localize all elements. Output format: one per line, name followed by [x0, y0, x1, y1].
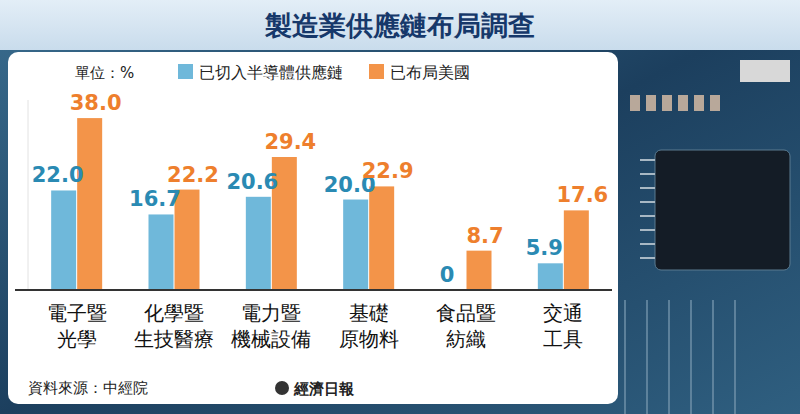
trace [690, 300, 692, 414]
bar [369, 186, 394, 290]
chip-pin [640, 187, 655, 189]
data-label: 22.2 [167, 163, 219, 187]
chip-pin [640, 159, 655, 161]
data-label: 8.7 [466, 224, 503, 248]
x-tick-label: 化學暨生技醫療 [134, 301, 214, 351]
data-label: 5.9 [526, 236, 563, 260]
data-label: 22.9 [362, 159, 414, 183]
legend-swatch [369, 64, 384, 79]
trace [734, 300, 736, 414]
component [694, 95, 704, 111]
trace [624, 300, 626, 414]
chip-pin [640, 243, 655, 245]
component [740, 60, 790, 82]
x-tick-label: 電子暨光學 [47, 301, 107, 351]
data-label: 29.4 [264, 130, 316, 154]
chip-pin [640, 257, 655, 259]
legend-swatch [178, 64, 193, 79]
bar [467, 251, 492, 290]
bar [538, 263, 563, 290]
component [678, 95, 688, 111]
legend-label: 已布局美國 [390, 63, 470, 82]
data-label: 0 [440, 263, 455, 287]
trace [712, 300, 714, 414]
x-tick-label: 基礎原物料 [339, 301, 399, 351]
chip-pin [640, 201, 655, 203]
bar [564, 210, 589, 290]
component [662, 95, 672, 111]
data-label: 22.0 [32, 163, 84, 187]
bar [51, 190, 76, 290]
source: 資料來源：中經院 [28, 379, 148, 397]
title: 製造業供應鏈布局調查 [264, 10, 535, 41]
title-band [0, 0, 800, 50]
x-tick-label: 食品暨紡織 [436, 301, 496, 351]
y-axis-line [28, 100, 29, 290]
panel [8, 52, 618, 404]
bar [246, 197, 271, 290]
chip-pin [640, 229, 655, 231]
chip-pin [640, 215, 655, 217]
x-tick-label: 交通工具 [543, 301, 583, 351]
trace [646, 300, 648, 414]
data-label: 16.7 [129, 187, 181, 211]
data-label: 38.0 [70, 91, 122, 115]
legend-label: 已切入半導體供應鏈 [199, 63, 343, 82]
chip [655, 150, 790, 270]
bars [51, 118, 589, 290]
background [0, 0, 800, 414]
unit-label: 單位：% [75, 64, 134, 82]
bar [149, 214, 174, 290]
component [646, 95, 656, 111]
component [630, 95, 640, 111]
legend: 已切入半導體供應鏈 已布局美國 [178, 63, 470, 82]
publisher: 經濟日報 [293, 380, 355, 398]
chart: 製造業供應鏈布局調查單位：% 已切入半導體供應鏈 已布局美國 22.0 38.0 16.7… [0, 0, 800, 414]
bar [343, 200, 368, 290]
data-labels: 22.038.016.722.220.629.420.022.908.75.91… [32, 91, 608, 287]
chip-pin [640, 173, 655, 175]
decoration [625, 60, 790, 414]
data-label: 20.6 [226, 170, 278, 194]
component [710, 95, 720, 111]
trace [668, 300, 670, 414]
bar [77, 118, 102, 290]
x-axis-line [15, 289, 612, 291]
publisher-logo [275, 381, 289, 395]
x-tick-label: 電力暨機械設備 [231, 301, 311, 351]
data-label: 17.6 [556, 183, 608, 207]
